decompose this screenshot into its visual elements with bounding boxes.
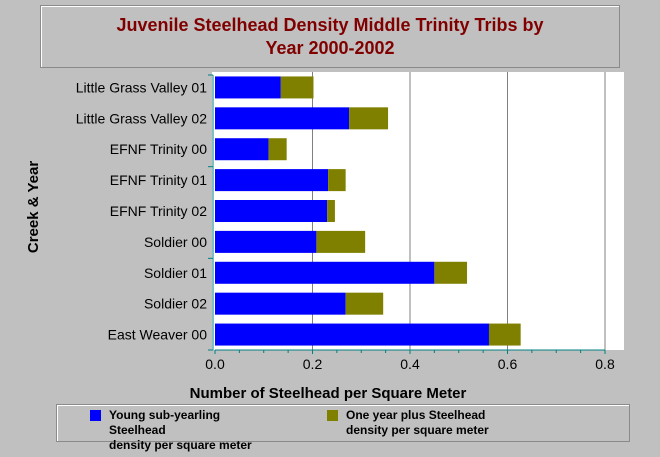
axes [208, 74, 606, 354]
chart-title-line-1: Juvenile Steelhead Density Middle Trinit… [116, 14, 544, 35]
bar-one-year-plus [345, 292, 384, 315]
bar-young-sub-yearling [215, 107, 350, 130]
legend: Young sub-yearling Steelhead density per… [56, 404, 630, 452]
legend-swatch-young [90, 410, 101, 421]
legend-item-yearplus: One year plus Steelhead density per squa… [327, 408, 516, 438]
bar-one-year-plus [328, 169, 346, 192]
bar-one-year-plus [327, 200, 335, 222]
y-tick-label: EFNF Trinity 00 [110, 141, 207, 157]
y-tick-label: Soldier 00 [144, 234, 207, 250]
x-tick-label: 0.0 [205, 356, 225, 372]
y-tick-label: EFNF Trinity 01 [110, 172, 207, 188]
legend-swatch-yearplus [327, 410, 338, 421]
bar-young-sub-yearling [215, 230, 317, 253]
legend-label-young-line-1: Young sub-yearling Steelhead [109, 408, 221, 437]
y-tick-label: Little Grass Valley 02 [76, 110, 207, 126]
x-tick-label: 0.2 [303, 356, 323, 372]
bar-young-sub-yearling [215, 323, 489, 346]
y-tick-label: Little Grass Valley 01 [76, 79, 207, 95]
x-tick-label: 0.8 [595, 356, 615, 372]
bar-young-sub-yearling [215, 76, 281, 99]
bar-one-year-plus [488, 323, 521, 346]
bar-young-sub-yearling [215, 200, 328, 222]
bar-young-sub-yearling [215, 292, 346, 315]
bar-one-year-plus [280, 76, 314, 99]
bar-one-year-plus [316, 230, 366, 253]
legend-label-yearplus-line-1: One year plus Steelhead [346, 408, 486, 422]
bar-one-year-plus [434, 261, 468, 284]
legend-label-young-line-2: density per square meter [109, 438, 252, 452]
legend-label-yearplus: One year plus Steelhead density per squa… [346, 408, 516, 438]
labels: Little Grass Valley 01 Little Grass Valle… [76, 79, 615, 372]
bar-one-year-plus [268, 138, 287, 161]
bar-young-sub-yearling [215, 138, 269, 161]
legend-item-young: Young sub-yearling Steelhead density per… [90, 408, 279, 453]
bars [215, 76, 521, 346]
bar-young-sub-yearling [215, 261, 435, 284]
bar-young-sub-yearling [215, 169, 329, 192]
chart-title-line-2: Year 2000-2002 [265, 37, 395, 58]
bar-one-year-plus [349, 107, 389, 130]
y-tick-label: EFNF Trinity 02 [110, 203, 207, 219]
x-tick-label: 0.4 [400, 356, 420, 372]
y-tick-label: East Weaver 00 [108, 327, 208, 343]
legend-label-young: Young sub-yearling Steelhead density per… [109, 408, 279, 453]
x-axis-title: Number of Steelhead per Square Meter [190, 385, 467, 402]
y-tick-label: Soldier 02 [144, 296, 207, 312]
chart-title-box: Juvenile Steelhead Density Middle Trinit… [40, 5, 620, 68]
x-tick-label: 0.6 [498, 356, 518, 372]
y-axis-title: Creek & Year [25, 161, 42, 253]
y-tick-label: Soldier 01 [144, 265, 207, 281]
legend-label-yearplus-line-2: density per square meter [346, 423, 489, 437]
